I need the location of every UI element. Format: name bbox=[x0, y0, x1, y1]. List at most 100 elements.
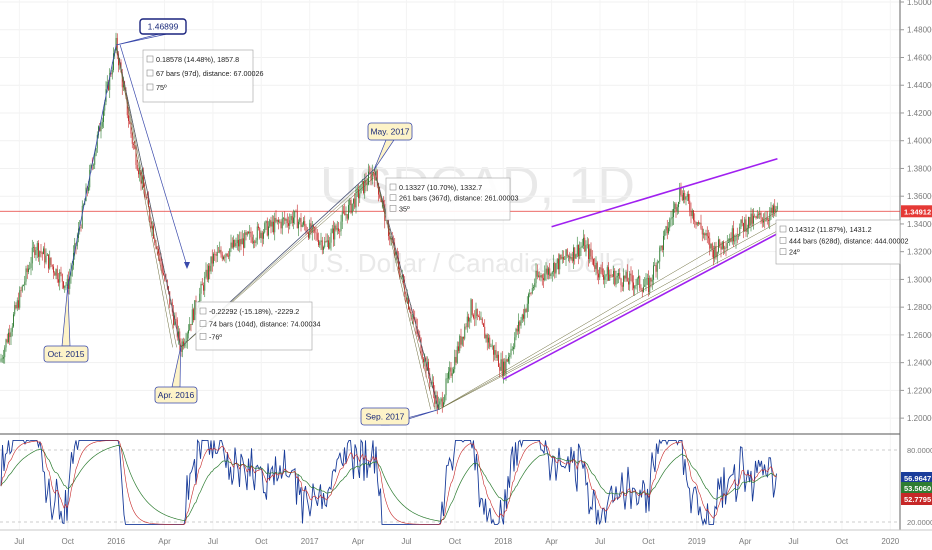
candle bbox=[514, 332, 516, 350]
candle bbox=[205, 262, 207, 279]
candle bbox=[451, 367, 453, 383]
candle bbox=[523, 308, 524, 322]
candle bbox=[53, 264, 54, 280]
swing-callout[interactable]: Oct. 2015 bbox=[43, 286, 89, 363]
measure-box[interactable]: 0.13327 (10.70%), 1332.7 261 bars (367d),… bbox=[385, 177, 518, 221]
channel-upper-line[interactable] bbox=[551, 157, 778, 228]
candle bbox=[653, 262, 654, 286]
candle bbox=[513, 343, 514, 355]
time-tick-label: 2018 bbox=[494, 537, 512, 546]
candle bbox=[699, 222, 701, 225]
candle bbox=[460, 328, 462, 349]
candle bbox=[754, 213, 756, 218]
candle bbox=[581, 238, 583, 249]
candle bbox=[181, 338, 183, 358]
measure-line: 67 bars (97d), distance: 67.00026 bbox=[156, 69, 264, 78]
indicator-value-badge: 52.7795 bbox=[901, 493, 932, 505]
candle bbox=[628, 277, 629, 291]
candle bbox=[700, 214, 702, 230]
candle bbox=[55, 268, 57, 280]
time-tick-label: Jul bbox=[595, 537, 605, 546]
fan-line[interactable] bbox=[373, 169, 439, 410]
candle bbox=[738, 234, 739, 240]
price-tick-label: 1.42000 bbox=[907, 109, 932, 118]
angle-icon bbox=[199, 333, 207, 340]
candle bbox=[586, 237, 588, 249]
candle bbox=[646, 273, 648, 286]
swing-callout[interactable]: May. 2017 bbox=[367, 122, 413, 170]
channel-lower-line[interactable] bbox=[502, 232, 778, 380]
fan-line[interactable] bbox=[373, 169, 435, 410]
candle bbox=[226, 253, 228, 258]
measure-line: 0.18578 (14.48%), 1857.8 bbox=[156, 55, 239, 64]
fan-line[interactable] bbox=[438, 230, 778, 410]
candle bbox=[28, 264, 29, 275]
candle bbox=[233, 235, 234, 250]
candle bbox=[19, 286, 21, 310]
candle bbox=[635, 278, 637, 290]
candle bbox=[274, 212, 276, 241]
arrow-line[interactable] bbox=[119, 44, 188, 267]
drawings[interactable]: Oct. 2015 1.46899 Apr. 2016 May. 2017 Sep. 2… bbox=[43, 18, 908, 426]
measure-box[interactable]: -0.22292 (-15.18%), -2229.2 74 bars (104d… bbox=[195, 301, 320, 351]
indicator-value-badge: 56.9647 bbox=[901, 472, 932, 484]
candle bbox=[376, 169, 378, 189]
candle bbox=[423, 357, 424, 369]
candle bbox=[531, 283, 533, 295]
candle bbox=[498, 351, 499, 367]
price-axis[interactable]: 1.50000 1.48000 1.46000 1.44000 1.42000 1.400… bbox=[900, 0, 932, 423]
candle bbox=[159, 250, 161, 262]
candle bbox=[751, 209, 753, 227]
candle bbox=[745, 214, 747, 237]
candle bbox=[468, 313, 469, 328]
candle bbox=[311, 220, 313, 241]
fan-line[interactable] bbox=[438, 211, 778, 410]
candle bbox=[648, 270, 649, 297]
fan-line[interactable] bbox=[115, 44, 177, 348]
candle bbox=[290, 213, 292, 224]
fan-line[interactable] bbox=[373, 169, 431, 410]
fan-line[interactable] bbox=[438, 222, 778, 410]
candle bbox=[248, 230, 249, 235]
fan-line[interactable] bbox=[115, 44, 181, 348]
candle bbox=[58, 273, 59, 287]
candle bbox=[773, 203, 774, 218]
candle bbox=[201, 278, 203, 286]
candle bbox=[769, 207, 771, 230]
candle bbox=[681, 190, 683, 202]
candle bbox=[730, 232, 732, 243]
fan-line[interactable] bbox=[115, 44, 173, 348]
swing-callout[interactable]: 1.46899 bbox=[116, 18, 187, 46]
candle bbox=[679, 182, 681, 204]
candle bbox=[38, 240, 39, 262]
measure-box[interactable]: 0.18578 (14.48%), 1857.8 67 bars (97d), d… bbox=[142, 49, 264, 103]
ruler-horizontal-icon bbox=[146, 69, 154, 77]
candle bbox=[703, 228, 704, 239]
measure-box[interactable]: 0.14312 (11.87%), 1431.2 444 bars (628d),… bbox=[775, 219, 908, 265]
candle bbox=[295, 209, 297, 213]
candle bbox=[774, 199, 776, 217]
candle bbox=[673, 201, 674, 226]
candle bbox=[543, 273, 544, 289]
candle bbox=[633, 275, 634, 296]
candle bbox=[464, 323, 466, 341]
candle bbox=[506, 358, 508, 363]
candle bbox=[429, 367, 431, 391]
candle bbox=[298, 219, 299, 237]
time-axis[interactable]: Jul Oct 2016 Apr Jul Oct 2017 Apr Jul Oct 2018 Apr J… bbox=[14, 537, 900, 546]
candle bbox=[13, 312, 14, 328]
ruler-horizontal-icon bbox=[779, 237, 787, 244]
candle bbox=[193, 307, 194, 323]
time-tick-label: 2019 bbox=[688, 537, 706, 546]
candle bbox=[618, 268, 619, 284]
candle bbox=[689, 193, 691, 217]
candle bbox=[276, 219, 278, 225]
candle bbox=[366, 177, 368, 192]
candle bbox=[371, 164, 373, 185]
candle bbox=[324, 236, 326, 249]
swing-callout[interactable]: Sep. 2017 bbox=[360, 407, 439, 426]
candle bbox=[613, 265, 614, 285]
swing-callout[interactable]: Apr. 2016 bbox=[154, 347, 198, 404]
candle bbox=[116, 33, 118, 60]
